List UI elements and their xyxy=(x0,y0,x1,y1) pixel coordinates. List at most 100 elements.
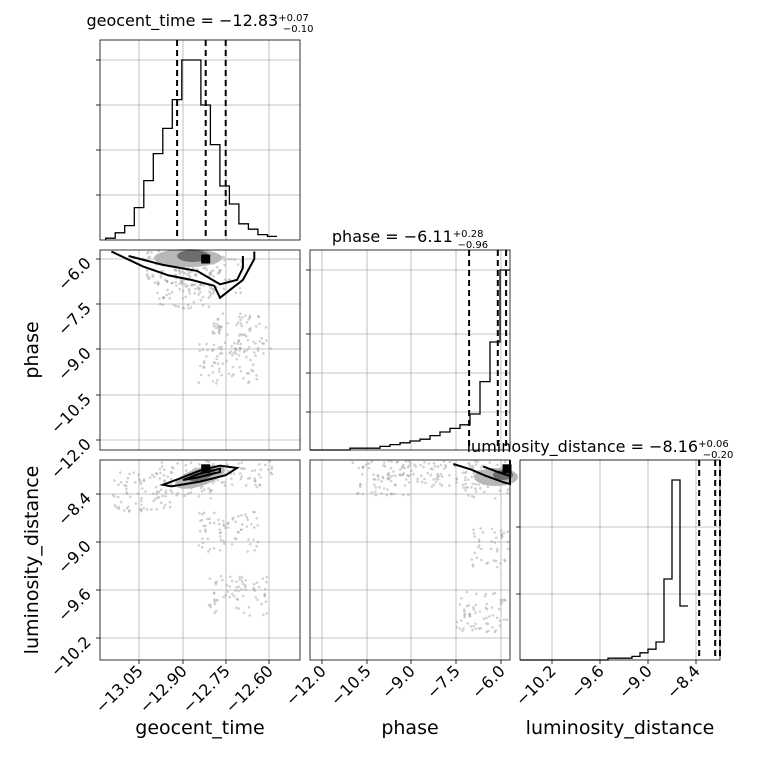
scatter-point xyxy=(200,489,204,493)
scatter-point xyxy=(416,480,419,483)
scatter-point xyxy=(414,465,418,468)
scatter-point xyxy=(212,275,215,278)
scatter-point xyxy=(357,466,361,470)
scatter-point xyxy=(217,346,221,349)
scatter-point xyxy=(187,271,191,274)
scatter-point xyxy=(464,476,467,479)
scatter-point xyxy=(236,342,240,345)
scatter-point xyxy=(188,275,192,279)
grid-hist-luminosity-distance xyxy=(520,459,720,660)
scatter-point xyxy=(464,478,467,482)
scatter-point xyxy=(193,273,197,277)
scatter-point xyxy=(246,338,250,342)
scatter-point xyxy=(252,538,255,542)
scatter-point xyxy=(394,474,397,478)
scatter-point xyxy=(242,350,246,354)
scatter-point xyxy=(145,508,149,511)
scatter-point xyxy=(376,473,380,477)
scatter-point xyxy=(463,610,466,613)
scatter-point xyxy=(158,477,162,480)
scatter-point xyxy=(166,288,169,292)
scatter-point xyxy=(474,490,478,493)
scatter-point xyxy=(117,507,121,511)
scatter-point xyxy=(471,563,475,566)
scatter-point xyxy=(407,493,410,497)
scatter-point xyxy=(210,364,214,368)
scatter-point xyxy=(215,357,218,361)
scatter-point xyxy=(477,538,481,542)
scatter-point xyxy=(374,486,378,489)
scatter-point xyxy=(427,462,431,465)
scatter-point xyxy=(218,271,221,274)
scatter-point xyxy=(256,346,260,350)
scatter-point xyxy=(198,463,201,466)
scatter-point xyxy=(460,597,463,600)
scatter-point xyxy=(408,464,411,467)
scatter-point xyxy=(136,492,140,495)
scatter-point xyxy=(474,463,478,466)
scatter-point xyxy=(161,270,164,273)
scatter-point xyxy=(455,478,459,481)
scatter-point xyxy=(237,515,240,518)
scatter-point xyxy=(231,353,234,357)
scatter-point xyxy=(223,278,227,282)
scatter-point xyxy=(480,558,483,562)
scatter-point xyxy=(475,556,479,560)
scatter-point xyxy=(399,474,402,477)
scatter-point xyxy=(211,348,215,352)
scatter-point xyxy=(216,599,219,602)
scatter-point xyxy=(470,486,473,489)
scatter-point xyxy=(125,484,128,488)
scatter-point xyxy=(178,282,181,285)
frame-hist-luminosity-distance xyxy=(519,459,721,661)
scatter-point xyxy=(199,373,203,377)
scatter-point xyxy=(119,471,122,474)
scatter-point xyxy=(499,602,503,606)
scatter-point xyxy=(380,480,383,483)
scatter-point xyxy=(380,492,383,495)
scatter-point xyxy=(468,613,471,616)
scatter-point xyxy=(253,479,256,482)
scatter-point xyxy=(155,472,159,475)
grid-hist-phase xyxy=(310,250,510,450)
scatter-point xyxy=(448,474,451,477)
scatter-point xyxy=(422,465,425,469)
scatter-point xyxy=(198,530,202,533)
scatter-point xyxy=(483,490,486,494)
scatter-point xyxy=(157,249,161,253)
scatter-point xyxy=(206,517,209,521)
scatter-point xyxy=(244,314,247,317)
scatter-point xyxy=(241,316,244,319)
scatter-point xyxy=(240,579,244,583)
scatter-point xyxy=(174,280,177,284)
scatter-point xyxy=(243,584,247,587)
scatter-point xyxy=(140,496,143,500)
scatter-point xyxy=(162,474,166,477)
scatter-point xyxy=(255,485,259,489)
scatter-point xyxy=(464,470,468,474)
scatter-point xyxy=(473,551,477,555)
scatter-point xyxy=(148,276,151,279)
scatter-point xyxy=(258,585,261,589)
scatter-point xyxy=(218,367,221,370)
scatter-point xyxy=(269,347,272,350)
scatter-point xyxy=(206,348,209,352)
scatter-point xyxy=(159,275,163,279)
x-ticks-geocent-time xyxy=(138,660,270,664)
scatter-point xyxy=(222,595,226,599)
scatter-point xyxy=(159,471,162,475)
scatter-point xyxy=(160,501,163,504)
scatter-point xyxy=(455,477,458,480)
scatter-point xyxy=(145,269,149,272)
scatter-point xyxy=(226,333,229,336)
scatter-point xyxy=(159,302,162,306)
scatter-point xyxy=(240,475,243,478)
scatter-point xyxy=(256,598,259,602)
scatter-point xyxy=(240,588,243,591)
scatter-point xyxy=(212,591,216,595)
scatter-point xyxy=(398,468,402,471)
scatter-point xyxy=(232,351,235,354)
scatter-point xyxy=(403,484,407,487)
xtick-label-phase-3: −7.5 xyxy=(423,661,464,702)
scatter-point xyxy=(387,477,391,480)
